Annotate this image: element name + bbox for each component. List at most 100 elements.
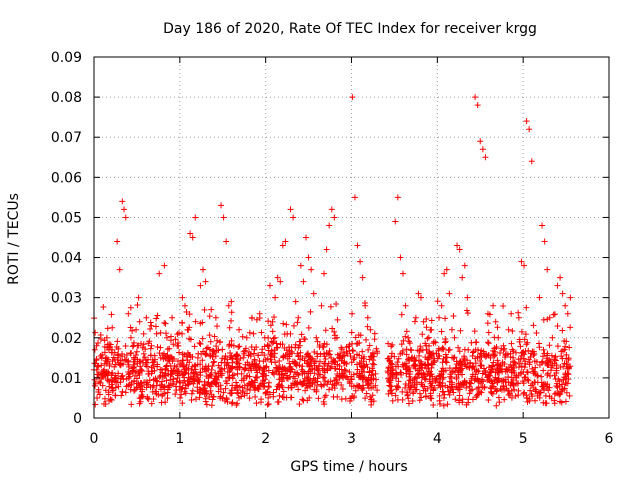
data-point: [230, 371, 237, 378]
data-point: [106, 362, 113, 369]
data-point: [213, 380, 220, 387]
data-point: [562, 370, 569, 377]
data-point: [109, 324, 116, 331]
data-point: [529, 380, 536, 387]
data-point: [416, 390, 423, 397]
data-point: [456, 360, 463, 367]
data-point: [147, 319, 154, 326]
data-point: [508, 394, 515, 401]
data-point: [419, 347, 426, 354]
data-point: [473, 394, 480, 401]
data-point: [446, 365, 453, 372]
data-point: [359, 274, 366, 281]
data-point: [499, 359, 506, 366]
data-point: [246, 387, 253, 394]
data-point: [331, 385, 338, 392]
data-point: [545, 387, 552, 394]
data-point: [119, 372, 126, 379]
data-point: [478, 389, 485, 396]
data-point: [161, 319, 168, 326]
data-point: [92, 329, 99, 336]
data-point: [552, 353, 559, 360]
data-point: [163, 334, 170, 341]
data-point: [463, 384, 470, 391]
data-point: [236, 326, 243, 333]
data-point: [456, 386, 463, 393]
data-point: [242, 365, 249, 372]
data-point: [303, 234, 310, 241]
data-point: [123, 352, 130, 359]
data-point: [305, 324, 312, 331]
data-point: [334, 316, 341, 323]
data-point: [521, 262, 528, 269]
data-point: [134, 356, 141, 363]
data-point: [523, 304, 530, 311]
data-point: [265, 318, 272, 325]
data-point: [253, 367, 260, 374]
data-point: [566, 392, 573, 399]
data-point: [522, 348, 529, 355]
y-tick-label: 0.09: [51, 50, 82, 66]
data-point: [508, 310, 515, 317]
data-point: [283, 394, 290, 401]
data-point: [163, 377, 170, 384]
data-point: [92, 401, 99, 408]
data-point: [450, 355, 457, 362]
data-point: [494, 361, 501, 368]
data-point: [291, 375, 298, 382]
data-point: [241, 366, 248, 373]
data-point: [322, 360, 329, 367]
x-tick-label: 6: [605, 431, 614, 447]
data-point: [563, 351, 570, 358]
data-point: [362, 336, 369, 343]
data-point: [95, 386, 102, 393]
data-point: [186, 335, 193, 342]
data-point: [109, 369, 116, 376]
data-point: [228, 400, 235, 407]
data-point: [308, 266, 315, 273]
data-point: [246, 329, 253, 336]
data-point: [527, 387, 534, 394]
data-point: [244, 386, 251, 393]
data-point: [478, 362, 485, 369]
data-point: [367, 326, 374, 333]
data-point: [532, 364, 539, 371]
data-point: [176, 349, 183, 356]
data-point: [534, 392, 541, 399]
data-point: [238, 370, 245, 377]
data-point: [393, 370, 400, 377]
data-point: [290, 322, 297, 329]
data-point: [518, 258, 525, 265]
data-point: [260, 358, 267, 365]
data-point: [428, 382, 435, 389]
data-point: [442, 315, 449, 322]
data-point: [181, 369, 188, 376]
data-point: [236, 383, 243, 390]
data-point: [123, 375, 130, 382]
y-tick-label: 0.05: [51, 210, 82, 226]
data-point: [190, 370, 197, 377]
data-point: [193, 396, 200, 403]
data-point: [402, 333, 409, 340]
data-point: [422, 387, 429, 394]
data-point: [436, 314, 443, 321]
data-point: [156, 270, 163, 277]
data-point: [200, 266, 207, 273]
data-point: [313, 334, 320, 341]
data-point: [264, 355, 271, 362]
data-point: [96, 378, 103, 385]
data-point: [418, 294, 425, 301]
data-point: [346, 368, 353, 375]
data-point: [530, 322, 537, 329]
data-point: [132, 372, 139, 379]
data-point: [150, 362, 157, 369]
data-point: [274, 344, 281, 351]
data-point: [556, 391, 563, 398]
data-point: [405, 395, 412, 402]
data-point: [299, 363, 306, 370]
data-point: [484, 320, 491, 327]
data-point: [246, 362, 253, 369]
data-point: [338, 396, 345, 403]
data-point: [109, 346, 116, 353]
data-point: [209, 396, 216, 403]
